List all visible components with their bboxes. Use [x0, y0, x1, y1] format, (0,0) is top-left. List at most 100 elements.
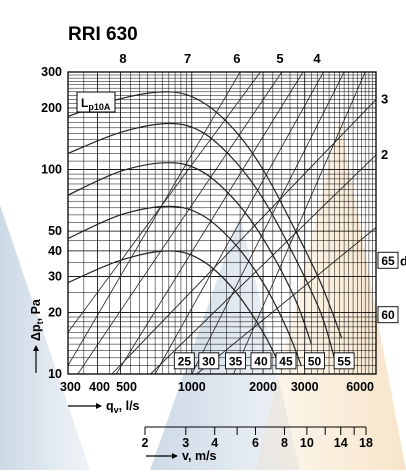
- velocity-tick-label: 6: [252, 436, 259, 450]
- x-tick-label: 6000: [346, 380, 374, 394]
- fan-curve-label: 6: [233, 51, 240, 66]
- sound-level-box: [377, 251, 399, 269]
- x-tick-label: 500: [116, 380, 137, 394]
- sound-level-labels: 25 30 35 40 45 50 55 60 65: [173, 251, 399, 370]
- velocity-tick-label: 4: [211, 436, 218, 450]
- velocity-tick-label: 2: [142, 436, 149, 450]
- sound-level-box: [198, 352, 220, 370]
- sound-level-box: [250, 352, 272, 370]
- sound-level-value: 60: [381, 308, 395, 322]
- fan-curve-label: 4: [313, 51, 321, 66]
- fan-curves: [68, 91, 343, 370]
- cross-line: [191, 72, 345, 374]
- y-tick-label: 200: [41, 101, 62, 115]
- plot-frame: [67, 71, 377, 375]
- velocity-arrow-head: [172, 453, 178, 459]
- fan-curve-8: [68, 91, 343, 339]
- sound-level-box: [304, 352, 325, 370]
- sound-level-legend-text: Lp10A: [81, 96, 111, 112]
- fan-curve-5: [68, 205, 302, 366]
- sound-level-value: 40: [254, 354, 268, 368]
- y-tick-label: 10: [48, 367, 62, 381]
- y-tick-label: 50: [48, 224, 62, 238]
- sound-level-marker: 30: [198, 352, 220, 370]
- duct-line-label: 2: [381, 147, 388, 162]
- sound-level-value: 65: [381, 254, 395, 268]
- velocity-tick-label: 8: [281, 436, 288, 450]
- sound-level-marker: 35: [225, 352, 246, 370]
- x-tick-labels: 300 400 500 1000 2000 3000 6000: [60, 380, 374, 394]
- y-tick-label: 20: [48, 305, 62, 319]
- sound-level-value: 55: [337, 354, 351, 368]
- velocity-tick-label: 10: [300, 436, 314, 450]
- duct-lines: [111, 99, 376, 374]
- sound-level-marker: 60: [377, 306, 399, 324]
- sound-level-marker: 45: [275, 352, 297, 370]
- x-axis-title: qv, l/s: [106, 399, 140, 415]
- duct-line-3: [111, 99, 376, 374]
- cross-line: [154, 72, 324, 374]
- y-axis-label: Δpt, Pa: [29, 298, 45, 373]
- sound-level-marker: 50: [304, 352, 325, 370]
- velocity-axis-title: v, m/s: [182, 449, 217, 463]
- sound-level-value: 35: [229, 354, 243, 368]
- sound-level-legend-box: [76, 91, 116, 113]
- sound-level-box: [275, 352, 297, 370]
- sound-level-box: [225, 352, 246, 370]
- fan-curve-label: 7: [184, 51, 191, 66]
- duct-line-d: [196, 227, 376, 374]
- sound-level-marker: 40: [250, 352, 272, 370]
- sound-level-value: 50: [308, 354, 322, 368]
- watermark-blue-center: [150, 215, 300, 470]
- fan-curve-6: [68, 162, 312, 345]
- x-axis-label: qv, l/s: [68, 399, 140, 415]
- x-tick-label: 300: [60, 380, 81, 394]
- cross-line: [68, 72, 241, 366]
- fan-curve-label: 8: [119, 51, 126, 66]
- cross-line: [68, 72, 261, 333]
- watermark: [0, 120, 406, 470]
- duct-line-label: 3: [381, 92, 388, 107]
- fan-curve-label: 5: [276, 51, 283, 66]
- sound-level-marker: 25: [173, 352, 195, 370]
- chart-title: RRI 630: [68, 24, 138, 45]
- watermark-orange-right: [255, 120, 406, 470]
- velocity-tick-label: 3: [182, 436, 189, 450]
- x-axis-arrow-head: [96, 403, 102, 409]
- cross-line: [77, 72, 283, 374]
- duct-line-2: [150, 154, 376, 374]
- sound-level-box: [333, 352, 355, 370]
- sound-level-box: [173, 352, 195, 370]
- cross-line: [233, 72, 366, 374]
- sound-level-value: 25: [178, 354, 192, 368]
- y-tick-label: 100: [41, 163, 62, 177]
- x-tick-label: 400: [89, 380, 110, 394]
- duct-line-label: d: [400, 253, 406, 268]
- y-tick-label: 30: [48, 269, 62, 283]
- cross-line: [115, 72, 304, 374]
- x-tick-label: 1000: [178, 380, 206, 394]
- cross-lines: [68, 72, 366, 374]
- x-tick-label: 2000: [249, 380, 277, 394]
- y-axis-title: Δpt, Pa: [29, 298, 45, 341]
- y-tick-labels: 10 20 30 40 50 100 200 300: [41, 65, 62, 381]
- y-tick-label: 300: [41, 65, 62, 79]
- sound-level-box: [377, 306, 399, 324]
- x-tick-label: 3000: [291, 380, 319, 394]
- sound-level-marker: 55: [333, 352, 355, 370]
- y-tick-label: 40: [48, 244, 62, 258]
- velocity-tick-label: 14: [334, 436, 348, 450]
- watermark-blue-left: [0, 205, 90, 470]
- fan-curve-4: [68, 250, 283, 370]
- sound-level-value: 30: [202, 354, 216, 368]
- sound-level-marker: 65: [377, 251, 399, 269]
- velocity-axis: 2 3 4 6 8 10 14 18 v, m/s: [142, 426, 373, 463]
- sound-level-value: 45: [279, 354, 293, 368]
- sound-level-legend: Lp10A: [76, 91, 116, 113]
- y-axis-arrow-head: [33, 345, 39, 351]
- velocity-tick-label: 18: [359, 436, 373, 450]
- fan-curve-7: [68, 122, 335, 358]
